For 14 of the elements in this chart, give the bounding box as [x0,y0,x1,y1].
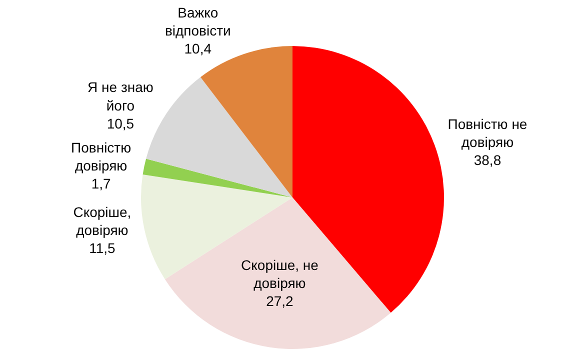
data-label: 10,5 [106,116,134,132]
slice-label: Скоріше, довіряю [73,204,132,238]
slice-label: Скоріше, не довіряю [241,256,319,291]
pie-slice [164,198,391,349]
slice-label: Важко відповісти [164,4,231,38]
data-label: 10,4 [184,40,212,57]
pie-slice [142,158,292,198]
data-label: 1,7 [91,176,112,192]
slice-label: Повністю довіряю [71,139,132,174]
slice-label: Повністю не довіряю [448,116,528,150]
data-label: 27,2 [266,293,294,310]
data-label: 11,5 [89,240,116,256]
slice-label: Я не знаю його [88,79,154,114]
data-label: 38,8 [474,152,502,168]
